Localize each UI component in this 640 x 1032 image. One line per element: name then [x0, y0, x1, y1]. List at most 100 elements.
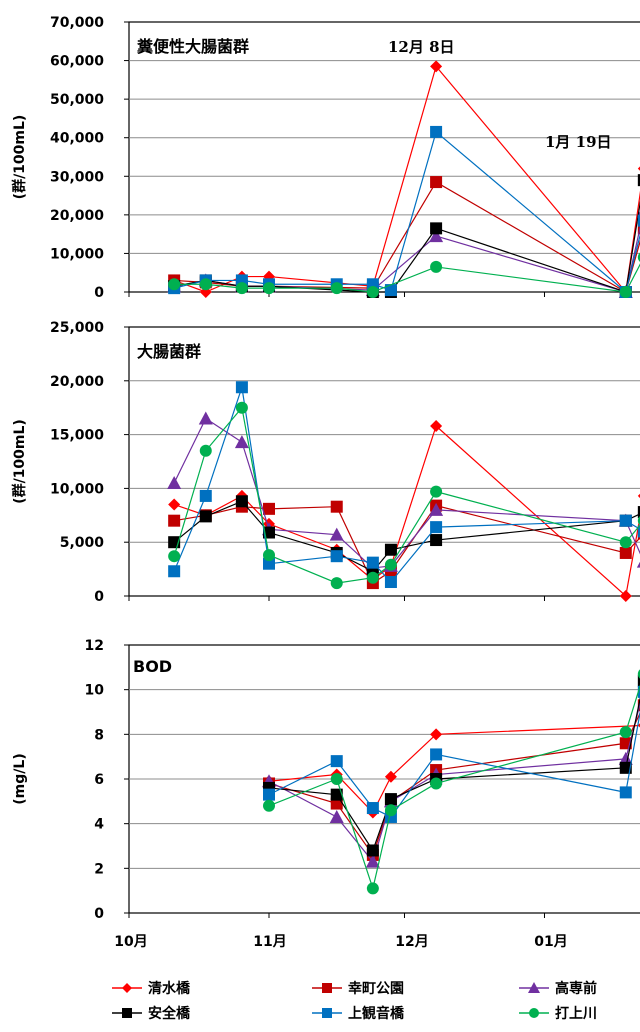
data-point [199, 278, 212, 291]
data-point [637, 222, 640, 235]
y-tick-label: 5,000 [60, 535, 105, 551]
data-point [637, 674, 640, 687]
data-point [199, 444, 212, 457]
data-point [384, 770, 397, 783]
data-point [366, 802, 379, 815]
data-point [619, 286, 632, 298]
data-point [235, 401, 248, 414]
data-point [366, 882, 379, 895]
data-point [430, 260, 443, 273]
series-line [268, 709, 640, 818]
data-point [330, 755, 343, 768]
y-tick-label: 10,000 [50, 481, 104, 497]
data-point [168, 514, 181, 527]
data-point [430, 534, 443, 547]
data-point [636, 561, 640, 568]
data-point [619, 761, 632, 774]
y-axis-label: (群/100mL) [11, 419, 28, 504]
y-tick-label: 0 [94, 906, 104, 922]
series-group [167, 381, 640, 602]
y-tick-label: 60,000 [50, 54, 104, 70]
data-point [384, 558, 397, 571]
annotation-label: 1月 19日 [545, 133, 612, 151]
data-point [168, 550, 181, 563]
data-point [168, 278, 181, 291]
data-point [168, 565, 181, 578]
data-point [168, 498, 181, 511]
data-point [430, 728, 443, 741]
data-point [429, 502, 444, 516]
legend-marker [322, 983, 332, 993]
y-tick-label: 20,000 [50, 374, 104, 390]
data-point [366, 286, 379, 298]
data-point [330, 550, 343, 563]
data-point [330, 773, 343, 785]
y-tick-label: 2 [94, 861, 104, 877]
data-point [330, 577, 343, 590]
data-point [430, 521, 443, 534]
y-tick-label: 25,000 [50, 320, 104, 336]
data-point [263, 557, 275, 570]
data-point [637, 525, 640, 538]
legend-label: 打上川 [555, 1005, 597, 1022]
x-tick-label: 12月 [395, 934, 428, 950]
data-point [430, 176, 443, 189]
y-tick-label: 0 [94, 285, 104, 301]
legend-marker [322, 1008, 332, 1018]
series-line [173, 406, 640, 584]
data-point [430, 748, 443, 761]
series-line [173, 387, 640, 583]
series-line [268, 684, 640, 891]
y-tick-label: 15,000 [50, 428, 104, 444]
data-point [198, 411, 213, 425]
y-tick-label: 10,000 [50, 246, 104, 262]
legend-label: 幸町公園 [348, 980, 404, 997]
data-point [637, 166, 640, 171]
data-point [637, 516, 640, 526]
y-tick-label: 8 [94, 727, 104, 743]
data-point [384, 543, 397, 556]
y-axis-label: (mg/L) [12, 753, 28, 804]
data-point [637, 723, 640, 728]
data-point [637, 506, 640, 519]
y-tick-label: 70,000 [50, 15, 104, 31]
data-point [263, 282, 275, 295]
data-point [430, 222, 443, 235]
data-point [366, 844, 379, 857]
y-tick-label: 40,000 [50, 131, 104, 147]
data-point [430, 485, 443, 498]
data-point [330, 788, 343, 801]
series-line [173, 65, 640, 294]
data-point [637, 174, 640, 187]
legend-label: 安全橋 [148, 1005, 191, 1022]
series-line [173, 417, 640, 569]
data-point [365, 854, 380, 868]
legend-marker [122, 1008, 132, 1018]
chart-panel-2: 25,000 20,000 15,000 10,000 5,000 0 大腸菌群 (群/100… [11, 320, 640, 605]
data-point [384, 284, 397, 297]
series-line [268, 696, 640, 852]
series-line [174, 130, 640, 294]
data-point [430, 419, 443, 432]
data-point [366, 571, 379, 584]
data-point [384, 576, 397, 589]
data-point [263, 788, 275, 801]
y-tick-label: 0 [94, 589, 104, 605]
data-point [619, 546, 632, 559]
data-point [430, 125, 443, 138]
series-group [262, 669, 640, 895]
data-point [637, 214, 640, 227]
data-point [329, 527, 344, 541]
legend-label: 清水橋 [148, 980, 191, 997]
legend-marker [528, 982, 540, 993]
data-point [329, 809, 344, 823]
series-line [268, 724, 640, 814]
data-point [619, 590, 632, 602]
series-line [174, 181, 640, 293]
x-tick-label: 01月 [534, 934, 567, 950]
y-tick-label: 30,000 [50, 169, 104, 185]
series-line [173, 424, 640, 598]
y-tick-label: 50,000 [50, 92, 104, 108]
